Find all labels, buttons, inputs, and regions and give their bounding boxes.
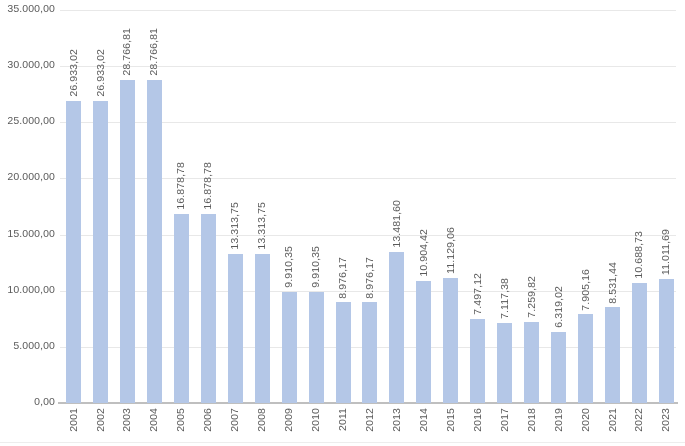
y-gridline bbox=[60, 10, 676, 11]
y-gridline bbox=[60, 66, 676, 67]
bar-value-label: 9.910,35 bbox=[283, 246, 296, 288]
y-axis-tick-label: 15.000,00 bbox=[7, 227, 55, 240]
x-axis-tick-label: 2020 bbox=[579, 408, 592, 432]
y-axis-tick-label: 30.000,00 bbox=[7, 59, 55, 72]
bar-2023 bbox=[658, 279, 674, 403]
bar-2005 bbox=[173, 213, 189, 403]
bar-value-label: 28.766,81 bbox=[121, 28, 134, 76]
bar-value-label: 8.976,17 bbox=[337, 256, 349, 299]
bar-2007 bbox=[227, 253, 243, 403]
x-axis-tick-label: 2008 bbox=[256, 408, 269, 432]
y-gridline bbox=[60, 291, 676, 292]
x-axis-tick-label: 2002 bbox=[94, 408, 107, 432]
bar-value-label: 8.531,44 bbox=[606, 261, 619, 304]
bar-2011 bbox=[335, 302, 351, 403]
x-axis-tick-label: 2019 bbox=[552, 408, 565, 432]
bar-value-label: 7.497,12 bbox=[471, 273, 484, 315]
bar-value-label: 16.878,78 bbox=[202, 161, 215, 210]
bar-value-label: 13.313,75 bbox=[229, 201, 242, 250]
x-axis-tick-label: 2018 bbox=[525, 408, 538, 432]
bar-value-label: 13.481,60 bbox=[390, 199, 403, 248]
y-axis-tick-label: 25.000,00 bbox=[7, 115, 55, 128]
bar-2014 bbox=[416, 280, 432, 403]
bar-value-label: 11.011,69 bbox=[660, 229, 673, 276]
bar-value-label: 7.905,16 bbox=[579, 268, 592, 311]
y-axis-tick-label: 35.000,00 bbox=[7, 3, 55, 15]
bar-2009 bbox=[281, 291, 297, 403]
bar-2017 bbox=[497, 323, 513, 403]
x-axis-tick-label: 2006 bbox=[202, 408, 215, 432]
page-bottom-rule bbox=[0, 442, 685, 443]
bar-2003 bbox=[119, 80, 135, 403]
y-gridline bbox=[60, 178, 676, 179]
bar-2016 bbox=[470, 318, 486, 403]
y-gridline bbox=[60, 122, 676, 123]
bar-2019 bbox=[551, 332, 567, 403]
bar-2022 bbox=[631, 283, 647, 403]
bar-2008 bbox=[254, 253, 270, 403]
bar-2020 bbox=[578, 314, 593, 403]
x-axis-tick-label: 2023 bbox=[660, 408, 673, 432]
x-axis-tick-label: 2022 bbox=[633, 408, 646, 432]
bar-2004 bbox=[146, 80, 162, 403]
x-axis-tick-label: 2014 bbox=[417, 408, 430, 432]
y-gridline bbox=[60, 235, 676, 236]
bar-value-label: 28.766,81 bbox=[148, 28, 161, 76]
x-axis-tick-label: 2021 bbox=[606, 408, 619, 432]
bar-2013 bbox=[389, 251, 405, 403]
x-axis-tick-label: 2012 bbox=[363, 408, 376, 432]
bar-value-label: 16.878,78 bbox=[175, 161, 188, 210]
bar-value-label: 6.319,02 bbox=[552, 286, 565, 328]
bar-2001 bbox=[66, 100, 81, 403]
bar-2002 bbox=[93, 100, 108, 403]
bar-value-label: 11.129,06 bbox=[444, 227, 457, 274]
x-axis-tick-label: 2015 bbox=[444, 408, 457, 432]
y-axis-tick-label: 0,00 bbox=[34, 396, 55, 408]
x-axis-tick-label: 2009 bbox=[283, 408, 296, 432]
x-axis-tick-label: 2005 bbox=[175, 408, 188, 432]
bar-2018 bbox=[524, 321, 540, 403]
bar-2015 bbox=[443, 278, 459, 403]
bar-2012 bbox=[362, 302, 378, 403]
x-axis-tick-label: 2013 bbox=[390, 408, 403, 432]
bar-value-label: 26.933,02 bbox=[94, 48, 107, 97]
y-axis-tick-label: 20.000,00 bbox=[7, 171, 55, 184]
bar-value-label: 13.313,75 bbox=[256, 201, 269, 250]
bar-2006 bbox=[200, 213, 216, 403]
bar-2021 bbox=[605, 307, 620, 403]
bar-value-label: 10.688,73 bbox=[633, 231, 646, 279]
bar-value-label: 7.259,82 bbox=[525, 275, 538, 318]
x-axis-tick-label: 2010 bbox=[310, 408, 322, 432]
x-axis-tick-label: 2003 bbox=[121, 408, 134, 432]
x-axis-tick-label: 2007 bbox=[229, 408, 242, 432]
x-axis-tick-label: 2017 bbox=[498, 408, 511, 432]
bar-2010 bbox=[308, 291, 324, 403]
bar-value-label: 26.933,02 bbox=[67, 48, 80, 97]
x-axis-tick-label: 2016 bbox=[471, 408, 484, 432]
y-axis-tick-label: 5.000,00 bbox=[13, 339, 55, 352]
bar-value-label: 7.117,38 bbox=[498, 278, 511, 320]
x-axis-tick-label: 2001 bbox=[67, 408, 80, 432]
x-axis-line bbox=[58, 402, 678, 404]
bar-value-label: 9.910,35 bbox=[310, 246, 322, 288]
y-axis-tick-label: 10.000,00 bbox=[7, 283, 55, 296]
bar-value-label: 10.904,42 bbox=[417, 228, 430, 277]
bar-value-label: 8.976,17 bbox=[363, 256, 376, 299]
x-axis-tick-label: 2011 bbox=[337, 408, 349, 431]
x-axis-tick-label: 2004 bbox=[148, 408, 161, 432]
